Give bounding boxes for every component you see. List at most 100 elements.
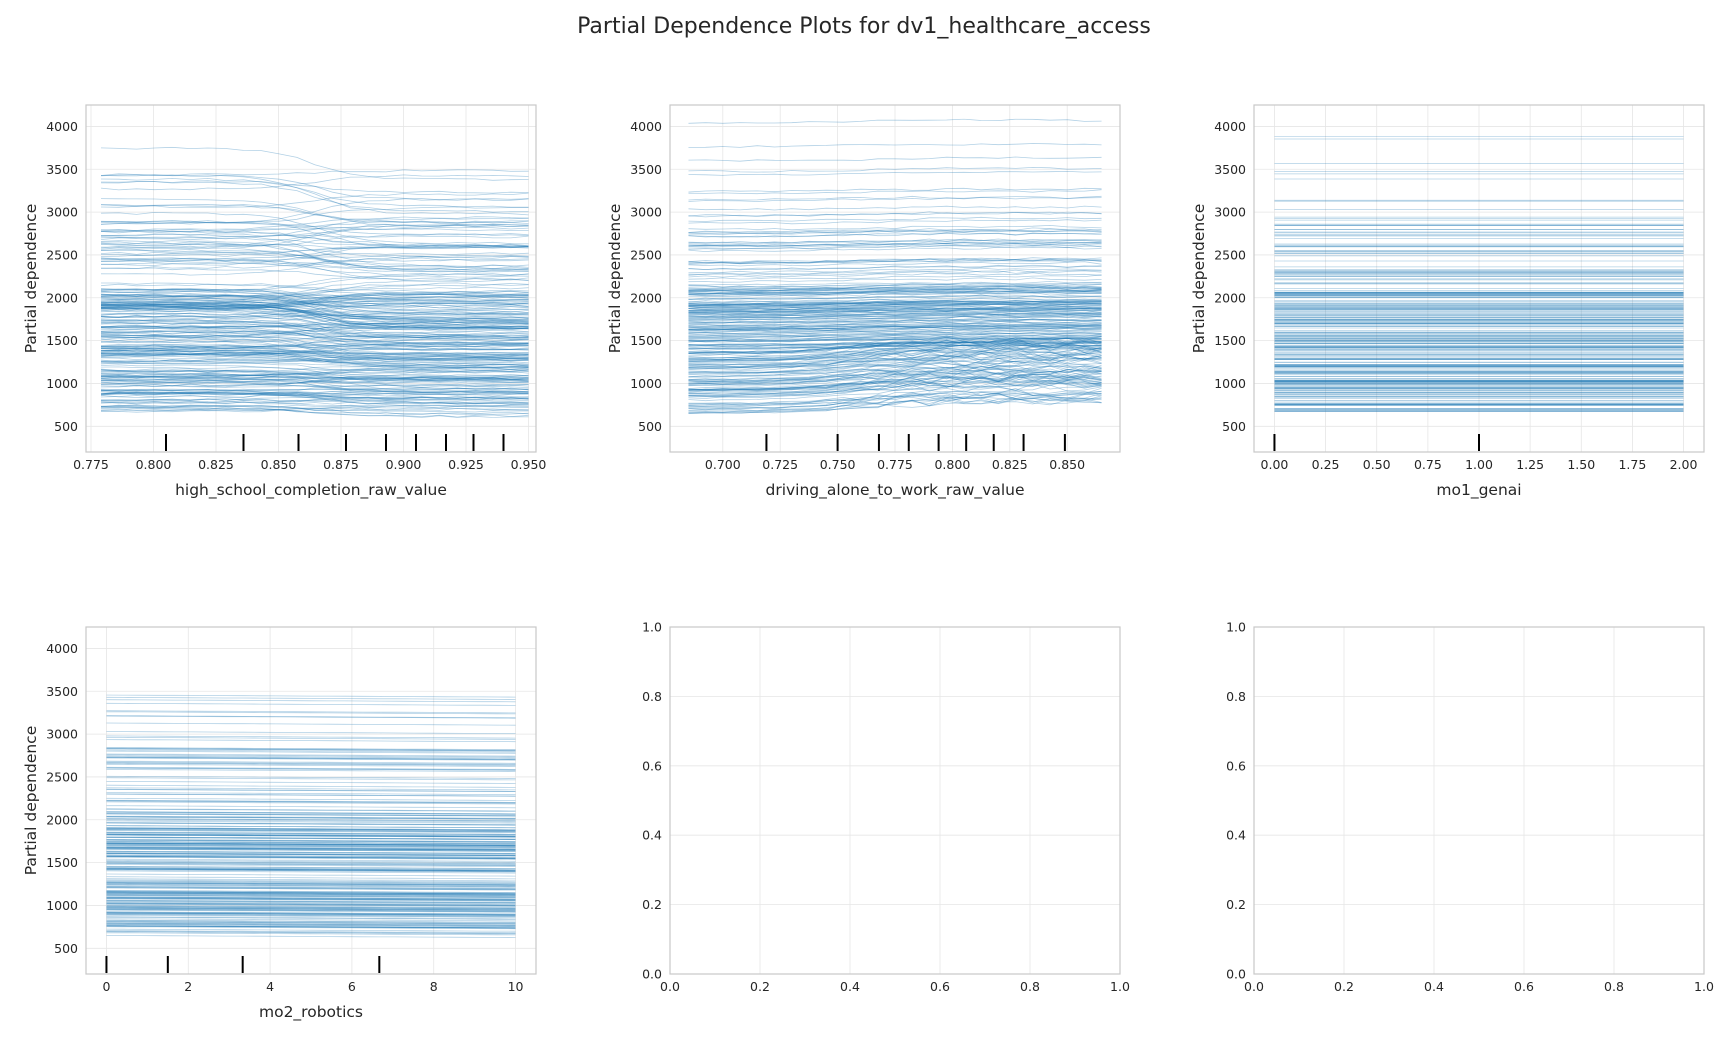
x-tick-label: 0.850 [1049, 457, 1085, 472]
x-tick-label: 6 [348, 979, 356, 994]
ice-curve [107, 697, 516, 699]
x-tick-label: 0.00 [1261, 457, 1289, 472]
ice-curve [107, 740, 516, 742]
x-tick-label: 0.4 [840, 979, 860, 994]
subplot-3: 0.00 0.25 0.50 0.75 1.00 1.25 1.50 1.75 2.005001… [1190, 105, 1704, 500]
y-tick-label: 0.8 [1226, 689, 1246, 704]
ice-curve [107, 781, 516, 783]
x-tick-label: 0.750 [820, 457, 856, 472]
ice-curve [107, 700, 516, 702]
axes-frame [670, 627, 1120, 974]
ice-curve [101, 207, 529, 225]
x-tick-label: 2 [184, 979, 192, 994]
x-tick-label: 0.875 [323, 457, 359, 472]
ice-curves [101, 147, 529, 417]
y-tick-label: 1.0 [1226, 620, 1246, 635]
x-tick-label: 0 [102, 979, 110, 994]
x-tick-label: 2.00 [1670, 457, 1698, 472]
y-tick-label: 2500 [630, 247, 662, 262]
x-tick-label: 0.25 [1312, 457, 1340, 472]
x-tick-label: 0.775 [877, 457, 913, 472]
y-tick-label: 3500 [1214, 162, 1246, 177]
x-tick-label: 0.825 [992, 457, 1028, 472]
y-tick-label: 1000 [630, 376, 662, 391]
x-tick-label: 0.925 [448, 457, 484, 472]
y-tick-label: 4000 [46, 641, 78, 656]
y-tick-label: 500 [54, 419, 78, 434]
x-tick-label: 10 [508, 979, 524, 994]
ice-curve [101, 199, 529, 225]
ice-curve [107, 695, 516, 697]
x-tick-label: 0.6 [930, 979, 950, 994]
subplot-5: 0.0 0.2 0.4 0.6 0.8 1.00.00.20.40.60.81.0 [642, 620, 1130, 995]
x-tick-label: 1.75 [1618, 457, 1646, 472]
y-tick-label: 2000 [630, 290, 662, 305]
y-axis-label: Partial dependence [606, 204, 624, 353]
ice-curve [107, 826, 516, 828]
y-tick-label: 1500 [1214, 333, 1246, 348]
x-tick-label: 0.0 [1244, 979, 1264, 994]
y-tick-label: 0.8 [642, 689, 662, 704]
y-tick-label: 2000 [46, 812, 78, 827]
x-tick-label: 1.0 [1110, 979, 1130, 994]
y-tick-label: 3500 [630, 162, 662, 177]
subplot-1: 0.775 0.800 0.825 0.850 0.875 0.900 0.925 0.950… [22, 105, 546, 500]
x-tick-label: 0.800 [136, 457, 172, 472]
x-tick-label: 1.00 [1465, 457, 1493, 472]
y-tick-label: 500 [1222, 419, 1246, 434]
ice-curve [101, 170, 529, 176]
ice-curve [107, 806, 516, 808]
y-tick-label: 0.2 [1226, 897, 1246, 912]
y-tick-label: 0.6 [642, 758, 662, 773]
y-tick-label: 0.2 [642, 897, 662, 912]
subplot-4: 0 2 4 6 8 105001000150020002500300035004000mo… [22, 627, 536, 1022]
y-tick-label: 500 [54, 941, 78, 956]
y-tick-label: 2500 [1214, 247, 1246, 262]
x-tick-label: 1.50 [1567, 457, 1595, 472]
x-tick-label: 0.800 [934, 457, 970, 472]
x-tick-label: 0.700 [705, 457, 741, 472]
x-tick-label: 0.8 [1020, 979, 1040, 994]
y-tick-label: 1500 [46, 333, 78, 348]
subplot-6: 0.0 0.2 0.4 0.6 0.8 1.00.00.20.40.60.81.0 [1226, 620, 1714, 995]
y-tick-label: 1500 [630, 333, 662, 348]
x-axis-label: high_school_completion_raw_value [175, 481, 447, 500]
axes-frame [1254, 627, 1704, 974]
y-tick-label: 1000 [46, 898, 78, 913]
x-tick-label: 0.75 [1414, 457, 1442, 472]
x-tick-label: 0.2 [750, 979, 770, 994]
y-tick-label: 4000 [630, 119, 662, 134]
ice-curve [107, 798, 516, 800]
x-tick-label: 0.8 [1604, 979, 1624, 994]
x-tick-label: 0.6 [1514, 979, 1534, 994]
x-tick-label: 0.0 [660, 979, 680, 994]
x-tick-label: 4 [266, 979, 274, 994]
y-tick-label: 1.0 [642, 620, 662, 635]
x-tick-label: 0.900 [386, 457, 422, 472]
ice-curve [107, 785, 516, 787]
y-tick-label: 2500 [46, 769, 78, 784]
y-axis-label: Partial dependence [22, 726, 40, 875]
y-tick-label: 0.4 [642, 828, 662, 843]
x-tick-label: 8 [430, 979, 438, 994]
y-tick-label: 0.0 [1226, 967, 1246, 982]
y-tick-label: 3000 [630, 205, 662, 220]
x-tick-label: 0.50 [1363, 457, 1391, 472]
y-tick-label: 1000 [46, 376, 78, 391]
x-axis-label: mo1_genai [1436, 481, 1521, 500]
x-tick-label: 1.0 [1694, 979, 1714, 994]
y-tick-label: 3000 [1214, 205, 1246, 220]
x-axis-label: mo2_robotics [259, 1003, 363, 1022]
y-tick-label: 4000 [46, 119, 78, 134]
y-tick-label: 0.6 [1226, 758, 1246, 773]
y-tick-label: 3000 [46, 727, 78, 742]
y-tick-label: 2000 [46, 290, 78, 305]
x-tick-label: 0.4 [1424, 979, 1444, 994]
x-tick-label: 0.850 [261, 457, 297, 472]
ice-curve [107, 877, 516, 879]
y-tick-label: 2500 [46, 247, 78, 262]
y-tick-label: 2000 [1214, 290, 1246, 305]
x-axis-label: driving_alone_to_work_raw_value [765, 481, 1024, 500]
ice-curve [107, 935, 516, 937]
